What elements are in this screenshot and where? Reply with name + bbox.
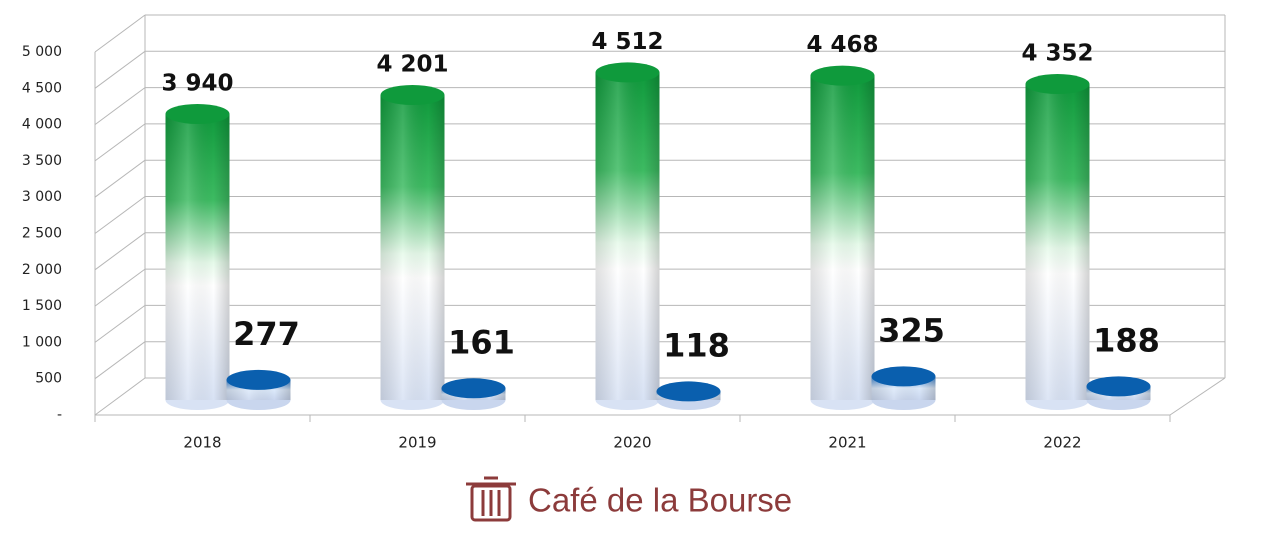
- x-tick-label: 2019: [398, 434, 436, 452]
- y-tick-label: 500: [35, 371, 62, 387]
- grid-line: [94, 377, 146, 416]
- y-tick-label: 1 000: [22, 334, 62, 350]
- value-label: 188: [1093, 321, 1160, 359]
- grid-line: [94, 232, 146, 271]
- y-tick-label: 3 000: [22, 189, 62, 205]
- cylinder-top: [656, 381, 721, 402]
- y-tick-label: 2 000: [22, 262, 62, 278]
- value-label: 161: [448, 323, 515, 361]
- y-tick-label: -: [57, 407, 62, 423]
- cylinder-top: [595, 62, 660, 83]
- value-label: 4 201: [376, 52, 448, 78]
- bar-shade: [595, 72, 660, 400]
- grid-line: [94, 268, 146, 307]
- grid-line: [94, 50, 146, 89]
- bar-shade: [380, 95, 445, 401]
- grid-line: [94, 196, 146, 234]
- x-tick-label: 2022: [1043, 434, 1081, 452]
- cylinder: [871, 366, 936, 410]
- cylinder: [810, 65, 875, 410]
- cylinder: [1086, 376, 1151, 410]
- y-tick-label: 4 000: [22, 117, 62, 133]
- y-tick-label: 3 500: [22, 153, 62, 169]
- grid-line: [94, 123, 146, 162]
- value-label: 325: [878, 311, 945, 349]
- frame: [94, 15, 1226, 416]
- cylinder: [656, 381, 721, 410]
- value-label: 3 940: [161, 70, 233, 96]
- grid-line: [94, 341, 146, 380]
- cylinder-top: [1025, 74, 1090, 95]
- value-label: 277: [233, 315, 300, 353]
- y-tick-label: 4 500: [22, 80, 62, 96]
- cylinder-top: [810, 65, 875, 86]
- grid-line: [94, 14, 146, 53]
- bar-shade: [810, 75, 875, 400]
- value-label: 4 352: [1021, 41, 1093, 67]
- y-tick-label: 1 500: [22, 298, 62, 314]
- cylinder: [595, 62, 660, 410]
- value-label: 118: [663, 326, 730, 364]
- y-tick-label: 2 500: [22, 226, 62, 242]
- cylinder: [1025, 74, 1090, 410]
- y-tick-label: 5 000: [22, 44, 62, 60]
- cylinder-top: [226, 369, 291, 390]
- cylinder-top: [871, 366, 936, 387]
- cylinder: [380, 85, 445, 410]
- value-label: 4 512: [591, 29, 663, 55]
- x-tick-label: 2021: [828, 434, 866, 452]
- cylinder: [226, 369, 291, 410]
- grid-line: [94, 159, 146, 198]
- cylinder-top: [165, 103, 230, 124]
- cylinder: [441, 378, 506, 410]
- bar-shade: [1025, 84, 1090, 400]
- cylinder-top: [380, 85, 445, 106]
- cylinder-top: [441, 378, 506, 399]
- cylinder: [165, 103, 230, 410]
- bar-shade: [165, 113, 230, 401]
- cylinder-top: [1086, 376, 1151, 397]
- watermark-text: Café de la Bourse: [528, 482, 792, 519]
- x-tick-label: 2018: [183, 434, 221, 452]
- grid-line: [94, 87, 146, 126]
- grid-line: [94, 304, 146, 343]
- value-label: 4 468: [806, 32, 878, 58]
- watermark: Café de la Bourse: [466, 476, 792, 522]
- x-tick-label: 2020: [613, 434, 651, 452]
